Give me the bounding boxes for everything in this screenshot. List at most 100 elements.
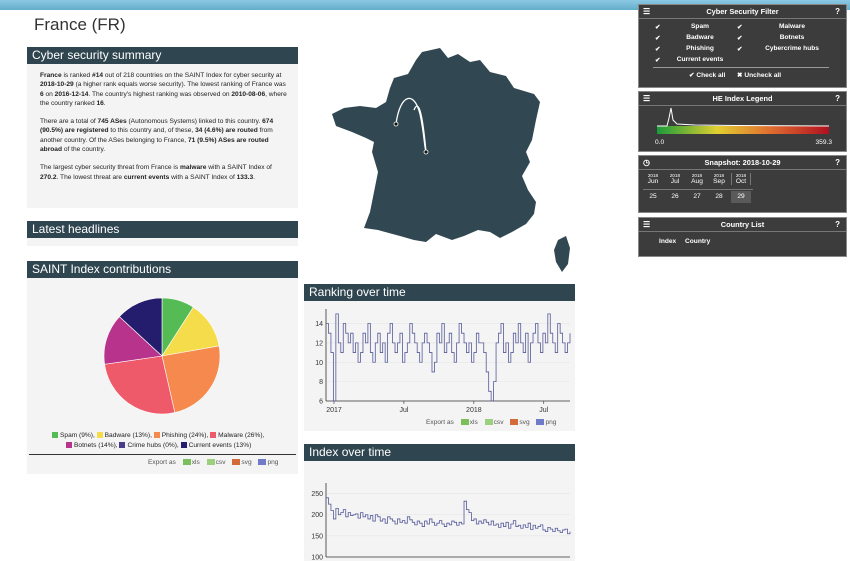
export-label: Export as <box>426 419 454 426</box>
snapshot-month-oct[interactable]: 2018 Oct <box>731 173 751 185</box>
summary-paragraph: France is ranked #14 out of 218 countrie… <box>40 72 287 107</box>
x-tick-label: 2018 <box>466 407 482 414</box>
export-svg-button[interactable]: svg <box>510 419 530 426</box>
pie-slice-malware[interactable] <box>104 355 176 415</box>
legend-item-spam[interactable]: Spam (9%) <box>52 432 93 439</box>
export-png-button[interactable]: png <box>536 419 556 426</box>
legend-item-current-events[interactable]: Current events (13%) <box>180 442 251 449</box>
pie-slice-phishing[interactable] <box>161 345 221 413</box>
pie-slice-current-events[interactable] <box>118 297 163 357</box>
series-line-ranking <box>326 313 571 402</box>
export-svg-button[interactable]: svg <box>232 459 252 466</box>
snapshot-widget-header: ◷ Snapshot: 2018-10-29 ? <box>639 156 846 170</box>
snapshot-month-sep[interactable]: 2018 Sep <box>713 173 725 185</box>
y-tick-label: 150 <box>311 533 323 540</box>
filter-botnets[interactable]: ✔ Botnets <box>737 34 805 42</box>
series-line-index <box>326 497 571 535</box>
pie-legend-row-2: Botnets (14%), Crime hubs (0%), Current … <box>66 442 251 449</box>
snapshot-month-jun[interactable]: 2018 Jun <box>647 173 659 185</box>
check-all-button[interactable]: ✔︎ Check all <box>689 72 726 79</box>
filter-widget-header: ☰ Cyber Security Filter ? <box>639 5 846 19</box>
legend-widget-header: ☰ HE Index Legend ? <box>639 92 846 106</box>
y-tick-label: 200 <box>311 512 323 519</box>
country-list-title: Country List <box>720 220 765 229</box>
corsica-shape <box>554 236 570 272</box>
index-legend-widget: ☰ HE Index Legend ? 0.0 359.3 <box>638 91 847 152</box>
snapshot-day[interactable]: 25 <box>649 193 657 200</box>
divider <box>29 454 296 455</box>
map-point[interactable] <box>423 149 429 155</box>
x-tick-label: 2017 <box>326 407 342 414</box>
legend-item-phishing[interactable]: Phishing (24%) <box>153 432 207 439</box>
filter-malware[interactable]: ✔ Malware <box>737 23 806 31</box>
export-png-button[interactable]: png <box>258 459 278 466</box>
y-tick-label: 100 <box>311 555 323 561</box>
check-icon: ✔ <box>737 46 743 53</box>
export-xls-button[interactable]: xls <box>182 459 200 466</box>
help-icon[interactable]: ? <box>835 158 840 167</box>
snapshot-month-aug[interactable]: 2018 Aug <box>691 173 703 185</box>
legend-label: Badware (13%) <box>104 432 151 439</box>
legend-item-malware[interactable]: Malware (26%) <box>210 432 263 439</box>
help-icon[interactable]: ? <box>835 94 840 103</box>
y-tick-label: 12 <box>315 340 323 347</box>
help-icon[interactable]: ? <box>835 7 840 16</box>
snapshot-month-jul[interactable]: 2018 Jul <box>669 173 681 185</box>
y-tick-label: 14 <box>315 321 323 328</box>
map-point[interactable] <box>393 121 399 127</box>
filter-current-events[interactable]: ✔ Current events <box>655 56 724 64</box>
divider <box>653 67 829 68</box>
summary-paragraph: The largest cyber security threat from F… <box>40 164 272 181</box>
snapshot-day[interactable]: 28 <box>715 193 723 200</box>
ranking-heading: Ranking over time <box>304 284 575 301</box>
contributions-heading: SAINT Index contributions <box>27 261 298 278</box>
legend-item-badware[interactable]: Badware (13%) <box>96 432 151 439</box>
check-icon: ✔ <box>655 57 661 64</box>
filter-badware[interactable]: ✔ Badware <box>655 34 714 42</box>
summary-paragraph: There are a total of 745 ASes (Autonomou… <box>40 118 274 154</box>
snapshot-day[interactable]: 26 <box>671 193 679 200</box>
check-icon: ✔ <box>655 24 661 31</box>
check-circle-icon: ✔︎ <box>689 72 695 79</box>
x-tick-label: Jul <box>539 407 548 414</box>
legend-swatch <box>66 442 72 448</box>
filter-spam[interactable]: ✔ Spam <box>655 23 709 31</box>
check-icon: ✔ <box>737 35 743 42</box>
legend-label: Phishing (24%) <box>161 432 207 439</box>
list-icon: ☰ <box>643 94 651 103</box>
legend-label: Spam (9%) <box>60 432 93 439</box>
export-csv-button[interactable]: csv <box>206 459 226 466</box>
pie-slice-botnets[interactable] <box>103 316 163 365</box>
snapshot-day[interactable]: 27 <box>693 193 701 200</box>
summary-panel <box>27 64 298 208</box>
legend-swatch <box>96 432 103 438</box>
x-circle-icon: ✖ <box>737 72 743 79</box>
xls-icon <box>182 459 191 465</box>
check-icon: ✔ <box>655 35 661 42</box>
legend-distribution-curve <box>657 107 830 127</box>
legend-gradient-bar <box>657 126 829 134</box>
csv-icon <box>484 419 493 425</box>
filter-cybercrime-hubs[interactable]: ✔ Cybercrime hubs <box>737 45 819 53</box>
help-icon[interactable]: ? <box>835 220 840 229</box>
filter-phishing[interactable]: ✔ Phishing <box>655 45 714 53</box>
country-list-widget: ☰ Country List ? Index Country <box>638 217 847 257</box>
legend-item-crime-hubs[interactable]: Crime hubs (0%) <box>119 442 177 449</box>
legend-swatch <box>210 432 217 438</box>
column-header-country[interactable]: Country <box>685 238 711 245</box>
export-xls-button[interactable]: xls <box>460 419 478 426</box>
route-arc <box>413 105 427 153</box>
sliders-icon: ☰ <box>643 7 651 16</box>
legend-item-botnets[interactable]: Botnets (14%) <box>66 442 116 449</box>
country-map[interactable] <box>330 44 580 284</box>
export-csv-button[interactable]: csv <box>484 419 504 426</box>
column-header-index[interactable]: Index <box>659 238 677 245</box>
headlines-heading: Latest headlines <box>27 221 298 238</box>
legend-title: HE Index Legend <box>712 94 773 103</box>
legend-swatch <box>180 442 187 448</box>
uncheck-all-button[interactable]: ✖ Uncheck all <box>737 72 782 79</box>
legend-swatch <box>153 432 160 438</box>
legend-label: Botnets (14%) <box>74 442 116 449</box>
legend-label: Malware (26%) <box>218 432 263 439</box>
snapshot-day-selected[interactable]: 29 <box>731 191 751 203</box>
